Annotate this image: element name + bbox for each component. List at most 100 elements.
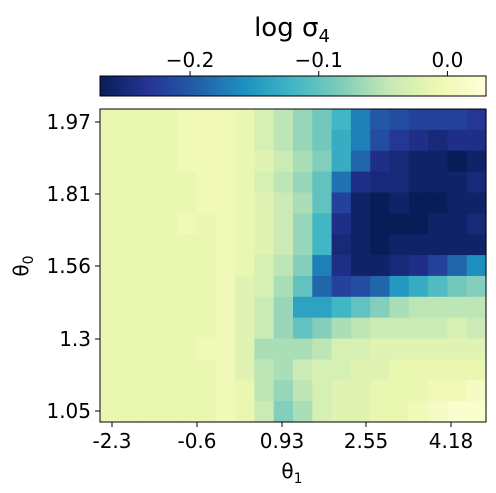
- heatmap-cell: [370, 129, 391, 152]
- heatmap-cell: [215, 401, 236, 423]
- chart-title-main: log σ: [254, 13, 318, 43]
- heatmap-cell: [138, 380, 159, 402]
- heatmap-cell: [196, 192, 217, 214]
- heatmap-cell: [428, 171, 448, 194]
- heatmap-cell: [293, 192, 313, 214]
- heatmap-cell: [177, 359, 198, 381]
- heatmap-cell: [350, 296, 371, 319]
- y-tick-label: 1.05: [46, 399, 91, 423]
- x-axis-label: θ1: [281, 459, 302, 487]
- heatmap-cell: [215, 192, 236, 214]
- heatmap-cell: [196, 317, 217, 340]
- x-tick-label: -0.6: [177, 429, 216, 453]
- heatmap-cell: [119, 255, 140, 277]
- heatmap-cell: [157, 255, 178, 277]
- heatmap-cell: [254, 359, 275, 381]
- heatmap-cell: [196, 296, 217, 319]
- heatmap-cell: [119, 150, 140, 173]
- heatmap-cell: [350, 275, 371, 298]
- heatmap-cell: [408, 255, 429, 277]
- heatmap-cell: [254, 234, 275, 256]
- heatmap-cell: [466, 129, 487, 152]
- y-axis-label-sub: 0: [21, 255, 37, 264]
- heatmap-cell: [312, 129, 333, 152]
- heatmap-cell: [389, 109, 410, 131]
- heatmap-cell: [100, 380, 120, 402]
- heatmap-cell: [331, 213, 352, 235]
- heatmap-cell: [370, 401, 391, 423]
- heatmap-cell: [254, 171, 275, 194]
- heatmap-cell: [254, 275, 275, 298]
- heatmap-cell: [447, 234, 468, 256]
- y-tick-label: 1.56: [46, 254, 91, 278]
- heatmap-cell: [370, 338, 391, 360]
- heatmap-cell: [196, 171, 217, 194]
- heatmap-cell: [370, 359, 391, 381]
- heatmap-cell: [273, 234, 294, 256]
- y-axis-label: θ0: [9, 255, 37, 276]
- x-axis-label-main: θ: [281, 459, 293, 483]
- heatmap-cell: [293, 338, 313, 360]
- heatmap-cell: [466, 380, 487, 402]
- heatmap-cell: [293, 150, 313, 173]
- heatmap-cell: [389, 296, 410, 319]
- heatmap-cell: [235, 129, 255, 152]
- heatmap-cell: [273, 317, 294, 340]
- colorbar: −0.2 −0.1 0.0: [99, 48, 487, 97]
- heatmap-cell: [331, 380, 352, 402]
- colorbar-gradient: [99, 75, 487, 97]
- chart-title: log σ4: [254, 13, 330, 47]
- heatmap-cell: [408, 171, 429, 194]
- heatmap-cell: [331, 150, 352, 173]
- heatmap-cell: [177, 129, 198, 152]
- heatmap-cell: [254, 380, 275, 402]
- heatmap-cell: [389, 359, 410, 381]
- heatmap-cell: [157, 129, 178, 152]
- heatmap-cell: [235, 109, 255, 131]
- heatmap-cell: [312, 401, 333, 423]
- heatmap-cell: [350, 401, 371, 423]
- heatmap-cell: [428, 150, 448, 173]
- heatmap-cell: [235, 213, 255, 235]
- heatmap-cell: [447, 401, 468, 423]
- heatmap-cell: [293, 380, 313, 402]
- heatmap-cell: [177, 213, 198, 235]
- heatmap-cell: [370, 255, 391, 277]
- heatmap-cell: [350, 234, 371, 256]
- heatmap-cell: [215, 275, 236, 298]
- heatmap-cell: [312, 380, 333, 402]
- heatmap-cell: [235, 234, 255, 256]
- heatmap-cell: [331, 192, 352, 214]
- heatmap-cell: [370, 380, 391, 402]
- heatmap-cell: [215, 129, 236, 152]
- heatmap-cell: [100, 192, 120, 214]
- heatmap-cell: [447, 171, 468, 194]
- y-axis-label-main: θ: [9, 264, 33, 276]
- heatmap-cell: [254, 213, 275, 235]
- heatmap-cell: [138, 192, 159, 214]
- heatmap-cell: [119, 234, 140, 256]
- heatmap-cell: [215, 234, 236, 256]
- heatmap-cell: [370, 296, 391, 319]
- heatmap-cell: [408, 192, 429, 214]
- heatmap-cell: [196, 234, 217, 256]
- heatmap-cell: [138, 109, 159, 131]
- heatmap-cell: [254, 129, 275, 152]
- heatmap-cell: [293, 317, 313, 340]
- heatmap-cell: [157, 213, 178, 235]
- heatmap-cell: [466, 359, 487, 381]
- x-tick-label: 4.18: [429, 429, 474, 453]
- heatmap-cell: [466, 401, 487, 423]
- y-axis-ticks: 1.97 1.81 1.56 1.3 1.05: [46, 110, 100, 423]
- heatmap-cell: [408, 359, 429, 381]
- heatmap-cell: [350, 109, 371, 131]
- heatmap-cell: [428, 338, 448, 360]
- heatmap-cell: [312, 234, 333, 256]
- heatmap-cell: [119, 171, 140, 194]
- heatmap-cell: [389, 213, 410, 235]
- heatmap-cell: [235, 359, 255, 381]
- heatmap-cell: [196, 401, 217, 423]
- heatmap-cell: [235, 192, 255, 214]
- heatmap-cell: [177, 317, 198, 340]
